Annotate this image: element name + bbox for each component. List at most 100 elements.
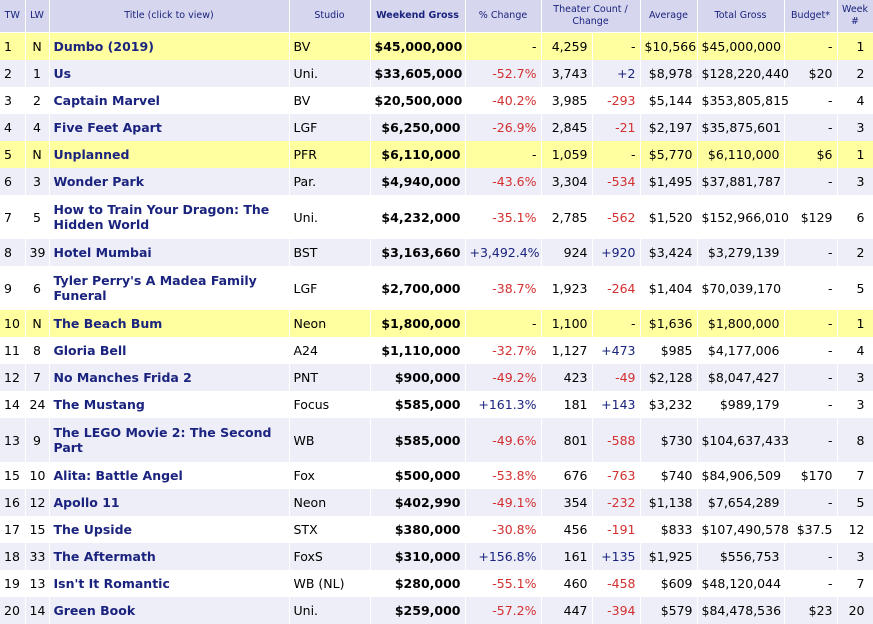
studio-cell: Neon [289,489,370,516]
studio-cell: Neon [289,310,370,337]
theater-count-cell: 460 [541,570,592,597]
budget-cell: - [784,266,837,310]
theater-count-cell: 1,923 [541,266,592,310]
theater-count-cell: 2,785 [541,195,592,239]
header-lw[interactable]: LW [25,0,49,33]
total-gross-cell: $353,805,815 [697,87,784,114]
header-tw[interactable]: TW [0,0,25,33]
studio-cell: Focus [289,391,370,418]
rank-last-week: 12 [25,489,49,516]
movie-title-link[interactable]: The LEGO Movie 2: The Second Part [49,418,289,462]
movie-title-link[interactable]: Green Book [49,597,289,624]
header-total-gross[interactable]: Total Gross [697,0,784,33]
weekend-gross-cell: $585,000 [370,418,465,462]
rank-this-week: 16 [0,489,25,516]
budget-cell: - [784,114,837,141]
rank-this-week: 1 [0,33,25,61]
rank-last-week: N [25,310,49,337]
average-cell: $10,566 [640,33,697,61]
header-row: TW LW Title (click to view) Studio Weeke… [0,0,873,33]
theater-count-cell: 456 [541,516,592,543]
average-cell: $3,424 [640,239,697,266]
theater-change-cell: - [592,141,640,168]
movie-title-link[interactable]: Gloria Bell [49,337,289,364]
movie-title-link[interactable]: Apollo 11 [49,489,289,516]
pct-change-cell: -52.7% [465,60,541,87]
theater-change-cell: -232 [592,489,640,516]
movie-title-link[interactable]: Alita: Battle Angel [49,462,289,489]
theater-count-cell: 181 [541,391,592,418]
theater-count-cell: 161 [541,543,592,570]
total-gross-cell: $84,906,509 [697,462,784,489]
rank-last-week: 2 [25,87,49,114]
theater-change-cell: -562 [592,195,640,239]
movie-title-link[interactable]: Dumbo (2019) [49,33,289,61]
header-pct-change[interactable]: % Change [465,0,541,33]
header-average[interactable]: Average [640,0,697,33]
studio-cell: FoxS [289,543,370,570]
movie-title-link[interactable]: How to Train Your Dragon: The Hidden Wor… [49,195,289,239]
movie-title-link[interactable]: Captain Marvel [49,87,289,114]
header-title[interactable]: Title (click to view) [49,0,289,33]
budget-cell: - [784,337,837,364]
theater-change-cell: +143 [592,391,640,418]
rank-this-week: 10 [0,310,25,337]
header-studio[interactable]: Studio [289,0,370,33]
pct-change-cell: -49.2% [465,364,541,391]
week-number-cell: 1 [837,33,873,61]
header-theater-count[interactable]: Theater Count / Change [541,0,640,33]
rank-this-week: 6 [0,168,25,195]
movie-title-link[interactable]: Wonder Park [49,168,289,195]
weekend-gross-cell: $585,000 [370,391,465,418]
rank-this-week: 8 [0,239,25,266]
rank-last-week: 1 [25,60,49,87]
movie-title-link[interactable]: Unplanned [49,141,289,168]
weekend-gross-cell: $33,605,000 [370,60,465,87]
movie-title-link[interactable]: Isn't It Romantic [49,570,289,597]
average-cell: $3,232 [640,391,697,418]
week-number-cell: 4 [837,87,873,114]
theater-count-cell: 1,127 [541,337,592,364]
week-number-cell: 7 [837,570,873,597]
movie-title-link[interactable]: No Manches Frida 2 [49,364,289,391]
pct-change-cell: -35.1% [465,195,541,239]
theater-change-cell: -293 [592,87,640,114]
movie-title-link[interactable]: Tyler Perry's A Madea Family Funeral [49,266,289,310]
pct-change-cell: -49.6% [465,418,541,462]
movie-title-link[interactable]: Five Feet Apart [49,114,289,141]
movie-title-link[interactable]: The Upside [49,516,289,543]
movie-title-link[interactable]: Hotel Mumbai [49,239,289,266]
average-cell: $1,495 [640,168,697,195]
rank-last-week: 24 [25,391,49,418]
week-number-cell: 7 [837,462,873,489]
header-weekend-gross[interactable]: Weekend Gross [370,0,465,33]
rank-this-week: 11 [0,337,25,364]
total-gross-cell: $3,279,139 [697,239,784,266]
total-gross-cell: $37,881,787 [697,168,784,195]
movie-title-link[interactable]: The Beach Bum [49,310,289,337]
header-week[interactable]: Week # [837,0,873,33]
theater-change-cell: +473 [592,337,640,364]
budget-cell: - [784,570,837,597]
theater-change-cell: -458 [592,570,640,597]
movie-title-link[interactable]: The Aftermath [49,543,289,570]
theater-count-cell: 3,985 [541,87,592,114]
budget-cell: $6 [784,141,837,168]
theater-change-cell: -394 [592,597,640,624]
header-budget[interactable]: Budget* [784,0,837,33]
movie-title-link[interactable]: Us [49,60,289,87]
rank-last-week: 3 [25,168,49,195]
movie-title-link[interactable]: The Mustang [49,391,289,418]
theater-change-cell: -763 [592,462,640,489]
rank-this-week: 5 [0,141,25,168]
